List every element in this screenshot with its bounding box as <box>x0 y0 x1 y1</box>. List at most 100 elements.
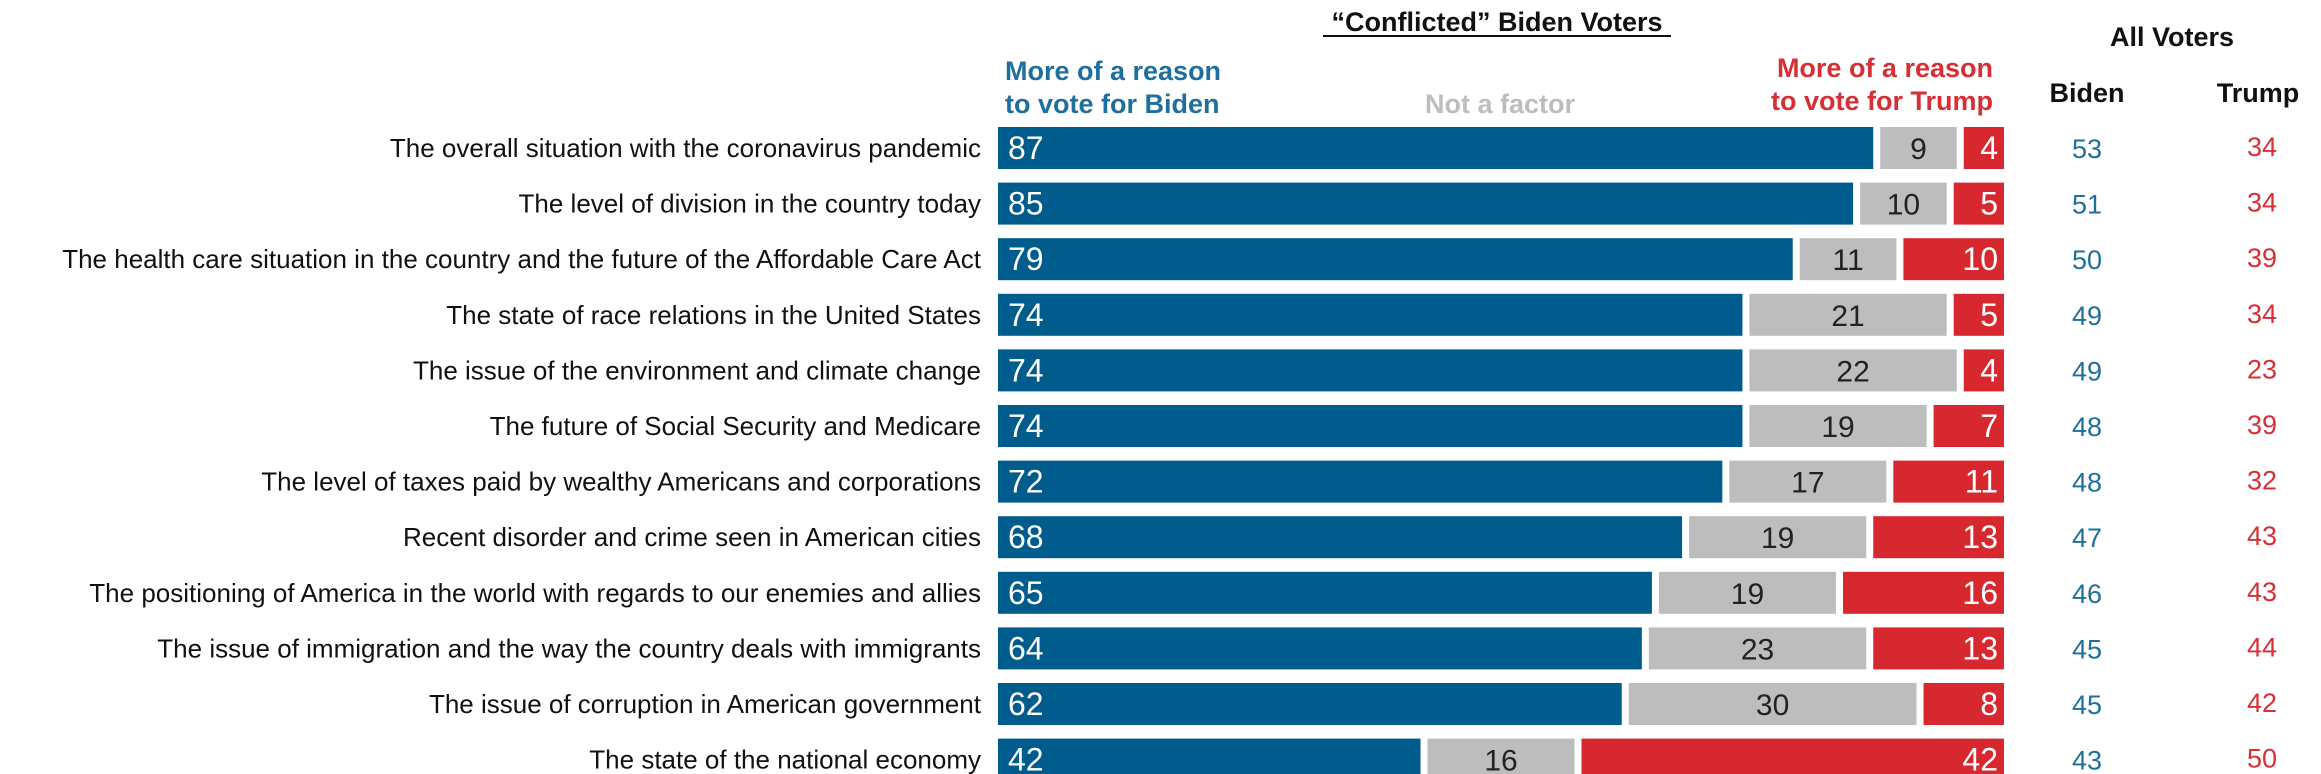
all-voters-trump-value: 34 <box>2247 188 2277 218</box>
value-label-not-a-factor: 22 <box>1836 355 1869 388</box>
bar-biden-segment <box>998 238 1793 281</box>
bar-trump-segment <box>1963 127 2004 169</box>
value-label-biden: 74 <box>1008 297 1044 333</box>
value-label-not-a-factor: 11 <box>1832 244 1863 277</box>
bar-trump-segment <box>1873 516 2004 559</box>
value-label-trump: 7 <box>1980 408 1998 444</box>
all-voters-biden-value: 49 <box>2072 301 2102 331</box>
bar-not-a-factor-segment <box>1799 238 1897 281</box>
bar-not-a-factor-segment <box>1880 127 1957 169</box>
bar-trump-segment <box>1933 405 2004 447</box>
bar-biden-segment <box>998 683 1622 725</box>
all-voters-trump-value: 39 <box>2247 243 2277 273</box>
all-voters-trump-value: 44 <box>2247 632 2277 662</box>
bar-biden-segment <box>998 516 1683 559</box>
bar-biden-segment <box>998 349 1743 392</box>
chart-headers: “Conflicted” Biden Voters More of a reas… <box>1005 7 2299 119</box>
bar-not-a-factor-segment <box>1860 182 1947 225</box>
chart-title: “Conflicted” Biden Voters <box>1331 7 1662 37</box>
bar-trump-segment <box>1581 738 2004 774</box>
value-label-trump: 5 <box>1980 186 1998 222</box>
category-label: The issue of immigration and the way the… <box>157 633 981 663</box>
value-label-not-a-factor: 17 <box>1791 467 1824 500</box>
category-label: The issue of the environment and climate… <box>413 355 981 385</box>
all-voters-biden-value: 48 <box>2072 468 2102 498</box>
all-voters-biden-value: 49 <box>2072 356 2102 386</box>
value-label-biden: 72 <box>1008 464 1044 500</box>
bar-trump-segment <box>1843 571 2004 614</box>
all-voters-trump-value: 50 <box>2247 744 2277 774</box>
bar-row: The future of Social Security and Medica… <box>490 405 2277 447</box>
bar-row: The overall situation with the coronavir… <box>390 127 2277 169</box>
value-label-trump: 10 <box>1962 241 1998 277</box>
bar-not-a-factor-segment <box>1749 405 1927 447</box>
value-label-trump: 4 <box>1980 130 1998 166</box>
bar-biden-segment <box>998 127 1874 169</box>
category-label: The state of race relations in the Unite… <box>446 300 981 330</box>
bar-trump-segment <box>1953 293 2004 336</box>
header-all-voters: All Voters <box>2110 22 2234 52</box>
bar-row: Recent disorder and crime seen in Americ… <box>403 516 2277 559</box>
value-label-biden: 65 <box>1008 575 1044 611</box>
bar-row: The level of division in the country tod… <box>519 182 2277 225</box>
bar-biden-segment <box>998 460 1723 503</box>
bar-row: The state of the national economy 42 16 42 4… <box>589 738 2277 774</box>
all-voters-trump-value: 43 <box>2247 577 2277 607</box>
bar-row: The health care situation in the country… <box>62 238 2277 281</box>
bar-row: The positioning of America in the world … <box>89 571 2277 614</box>
value-label-biden: 42 <box>1008 742 1044 774</box>
value-label-trump: 42 <box>1962 742 1998 774</box>
value-label-trump: 5 <box>1980 297 1998 333</box>
bar-not-a-factor-segment <box>1729 460 1887 503</box>
bar-not-a-factor-segment <box>1749 293 1947 336</box>
all-voters-biden-value: 46 <box>2072 579 2102 609</box>
value-label-biden: 79 <box>1008 241 1044 277</box>
bar-row: The issue of immigration and the way the… <box>157 627 2277 670</box>
bar-biden-segment <box>998 182 1854 225</box>
value-label-not-a-factor: 23 <box>1741 633 1774 666</box>
value-label-trump: 13 <box>1962 630 1998 666</box>
value-label-not-a-factor: 19 <box>1761 522 1794 555</box>
value-label-not-a-factor: 30 <box>1756 689 1789 722</box>
category-label: The state of the national economy <box>589 745 981 774</box>
bar-biden-segment <box>998 627 1642 670</box>
header-all-voters-biden: Biden <box>2049 78 2124 108</box>
value-label-trump: 8 <box>1980 686 1998 722</box>
all-voters-biden-value: 45 <box>2072 690 2102 720</box>
all-voters-trump-value: 32 <box>2247 466 2277 496</box>
all-voters-biden-value: 50 <box>2072 245 2102 275</box>
all-voters-biden-value: 48 <box>2072 412 2102 442</box>
value-label-trump: 11 <box>1965 464 1998 500</box>
all-voters-trump-value: 23 <box>2247 354 2277 384</box>
chart-rows: The overall situation with the coronavir… <box>62 127 2277 774</box>
value-label-biden: 74 <box>1008 408 1044 444</box>
all-voters-trump-value: 39 <box>2247 410 2277 440</box>
bar-trump-segment <box>1963 349 2004 392</box>
value-label-trump: 4 <box>1980 352 1998 388</box>
all-voters-trump-value: 34 <box>2247 132 2277 162</box>
bar-not-a-factor-segment <box>1689 516 1867 559</box>
category-label: The positioning of America in the world … <box>89 578 981 608</box>
bar-trump-segment <box>1903 238 2004 281</box>
bar-not-a-factor-segment <box>1628 683 1917 725</box>
bar-not-a-factor-segment <box>1658 571 1837 614</box>
value-label-not-a-factor: 21 <box>1831 300 1864 333</box>
bar-biden-segment <box>998 738 1421 774</box>
value-label-trump: 13 <box>1962 519 1998 555</box>
all-voters-biden-value: 53 <box>2072 134 2102 164</box>
value-label-biden: 74 <box>1008 352 1044 388</box>
bar-row: The level of taxes paid by wealthy Ameri… <box>261 460 2277 503</box>
value-label-biden: 87 <box>1008 130 1044 166</box>
header-biden-reason: More of a reason to vote for Biden <box>1005 56 1221 119</box>
bar-biden-segment <box>998 571 1652 614</box>
bar-not-a-factor-segment <box>1749 349 1957 392</box>
value-label-not-a-factor: 10 <box>1887 189 1920 222</box>
category-label: The future of Social Security and Medica… <box>490 411 981 441</box>
category-label: Recent disorder and crime seen in Americ… <box>403 522 981 552</box>
category-label: The level of taxes paid by wealthy Ameri… <box>261 467 981 497</box>
bar-not-a-factor-segment <box>1648 627 1867 670</box>
bar-trump-segment <box>1923 683 2004 725</box>
value-label-not-a-factor: 19 <box>1821 411 1854 444</box>
category-label: The level of division in the country tod… <box>519 189 981 219</box>
